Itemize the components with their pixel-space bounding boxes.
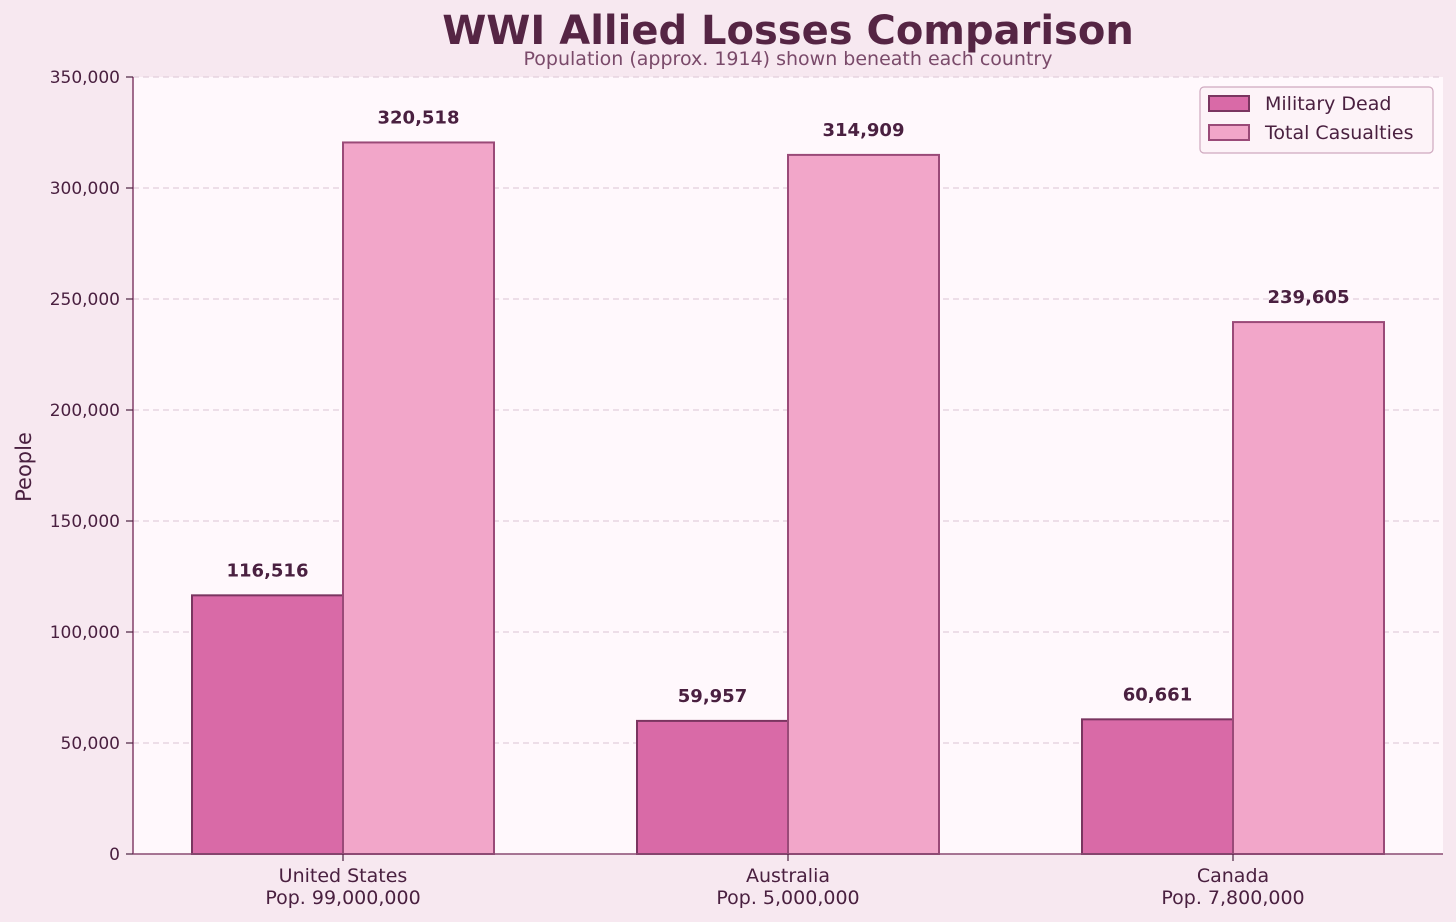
y-tick-label: 100,000 xyxy=(50,623,120,643)
x-tick-label: Australia xyxy=(746,865,830,887)
population-label: Pop. 99,000,000 xyxy=(265,887,420,909)
chart-title: WWI Allied Losses Comparison xyxy=(442,8,1134,54)
y-tick-label: 200,000 xyxy=(50,401,120,421)
legend: Military Dead Total Casualties xyxy=(1199,86,1434,154)
y-tick-label: 150,000 xyxy=(50,512,120,532)
bar-military-dead xyxy=(636,719,789,855)
y-tick-label: 350,000 xyxy=(50,68,120,88)
y-tick-label: 300,000 xyxy=(50,179,120,199)
y-tick-label: 0 xyxy=(109,845,120,865)
data-label: 59,957 xyxy=(678,686,747,707)
chart-subtitle: Population (approx. 1914) shown beneath … xyxy=(524,48,1053,70)
bar-military-dead xyxy=(191,594,344,855)
data-label: 116,516 xyxy=(227,560,309,581)
legend-label: Total Casualties xyxy=(1264,122,1414,144)
data-labels: 116,516 59,957 60,661 320,518 314,909 239,605 xyxy=(227,107,1350,706)
legend-swatch xyxy=(1208,124,1250,141)
legend-swatch xyxy=(1208,95,1250,112)
legend-box xyxy=(1199,86,1434,154)
data-label: 320,518 xyxy=(378,107,460,128)
x-tick-label: Canada xyxy=(1197,865,1269,887)
legend-items: Military Dead Total Casualties xyxy=(1208,93,1414,144)
y-tick-label: 50,000 xyxy=(61,734,120,754)
population-label: Pop. 5,000,000 xyxy=(716,887,859,909)
y-axis-label: People xyxy=(12,432,36,502)
bar-military-dead xyxy=(1081,718,1234,855)
bar-total-casualties xyxy=(787,153,940,855)
legend-label: Military Dead xyxy=(1265,93,1391,115)
data-label: 314,909 xyxy=(823,120,905,141)
data-label: 60,661 xyxy=(1123,684,1192,705)
y-tick-label: 250,000 xyxy=(50,290,120,310)
bars xyxy=(191,141,1385,856)
bar-total-casualties xyxy=(342,141,495,856)
population-label: Pop. 7,800,000 xyxy=(1161,887,1304,909)
bar-total-casualties xyxy=(1232,321,1385,855)
y-ticks: 0 50,000 100,000 150,000 200,000 250,000 300,0… xyxy=(50,68,133,865)
x-tick-label: United States xyxy=(279,865,408,887)
data-label: 239,605 xyxy=(1268,287,1350,308)
